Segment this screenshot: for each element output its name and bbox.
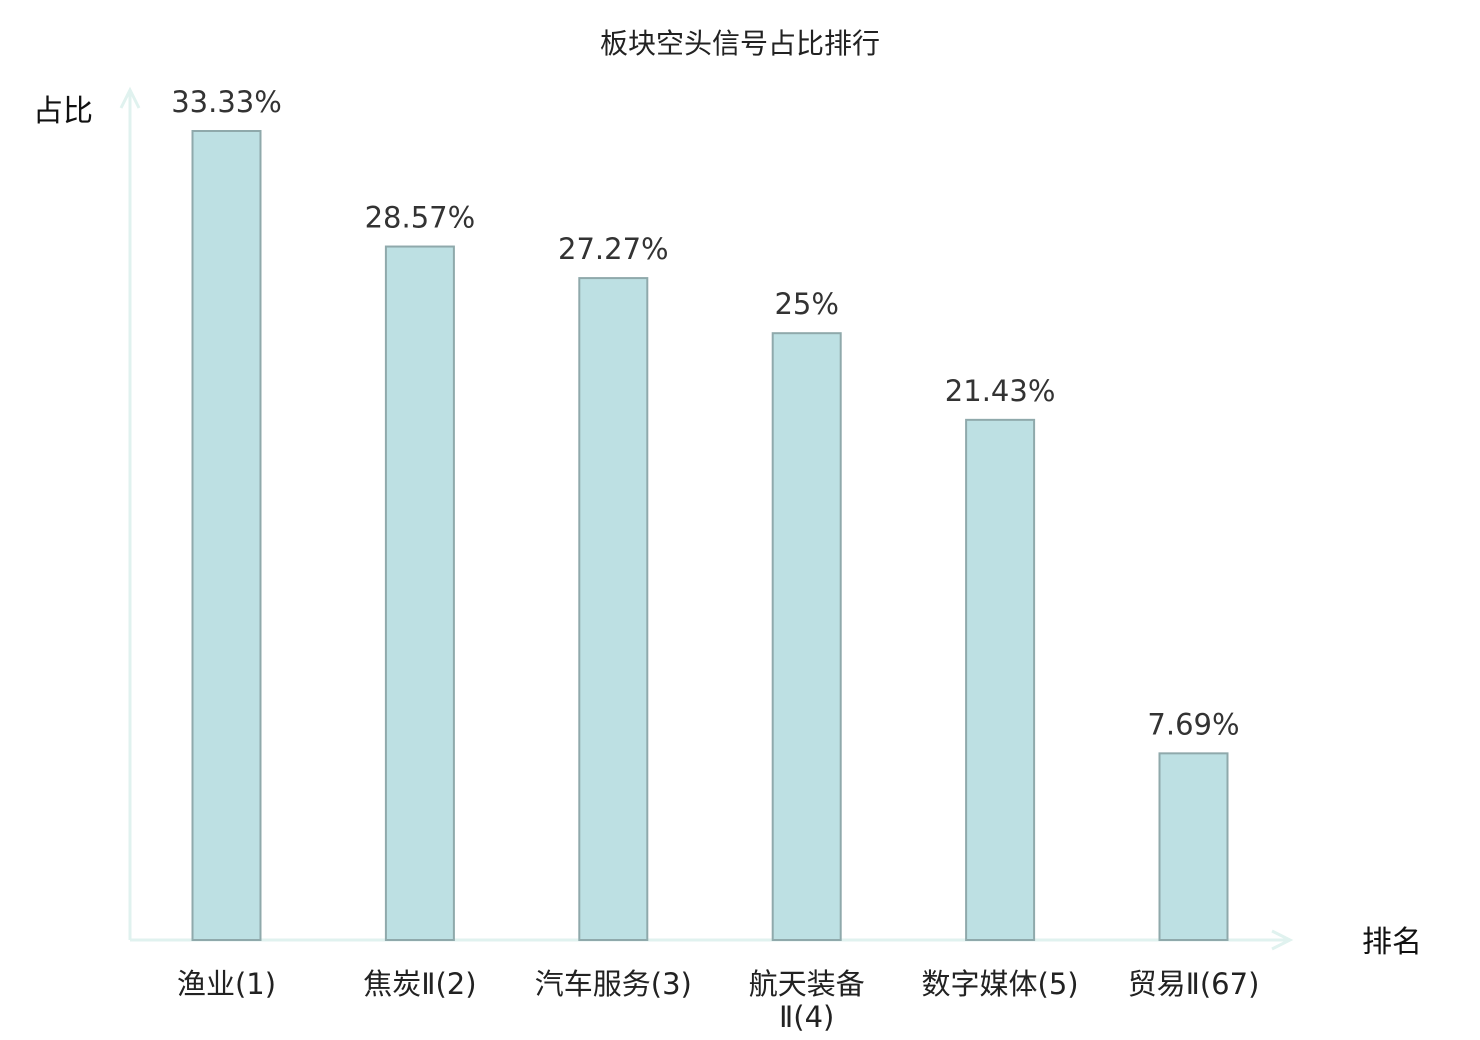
bar-value-label: 21.43% [945,374,1056,408]
bar-value-label: 7.69% [1147,707,1239,741]
category-label: 航天装备 Ⅱ(4) [749,967,865,1034]
category-label-line: 焦炭Ⅱ(2) [363,967,476,1001]
bar [191,130,262,941]
bar-value-label: 27.27% [558,232,669,266]
bar-value-label: 25% [774,287,838,321]
category-label: 汽车服务(3) [535,967,692,1001]
bar [1158,752,1229,941]
axes [119,86,1294,951]
category-label-line: 贸易Ⅱ(67) [1128,967,1260,1001]
x-axis-title: 排名 [1362,925,1422,960]
y-axis-title: 占比 [33,94,93,129]
bar [965,418,1036,942]
value-labels-group: 33.33% 28.57% 27.27% 25% 21.43% 7.69% [171,85,1239,741]
category-label-line: Ⅱ(4) [779,1000,834,1034]
category-label: 贸易Ⅱ(67) [1128,967,1260,1001]
chart-title: 板块空头信号占比排行 [600,27,880,60]
category-label-line: 汽车服务(3) [535,967,692,1001]
bar [384,245,455,942]
category-labels-group: 渔业(1) 焦炭Ⅱ(2) 汽车服务(3) 航天装备 Ⅱ(4) 数字媒体(5) 贸易Ⅱ(67) [177,967,1259,1034]
category-label-line: 数字媒体(5) [922,967,1079,1001]
category-label-line: 航天装备 [749,967,865,1001]
category-label: 渔业(1) [177,967,276,1001]
bar [771,332,842,941]
category-label: 数字媒体(5) [922,967,1079,1001]
y-axis-arrow-icon [119,86,141,109]
bars-group [191,130,1229,942]
bar-value-label: 33.33% [171,85,282,119]
x-axis-arrow-icon [1271,929,1294,951]
category-label: 焦炭Ⅱ(2) [363,967,476,1001]
bar [578,277,649,942]
bar-value-label: 28.57% [365,201,476,235]
category-label-line: 渔业(1) [177,967,276,1001]
